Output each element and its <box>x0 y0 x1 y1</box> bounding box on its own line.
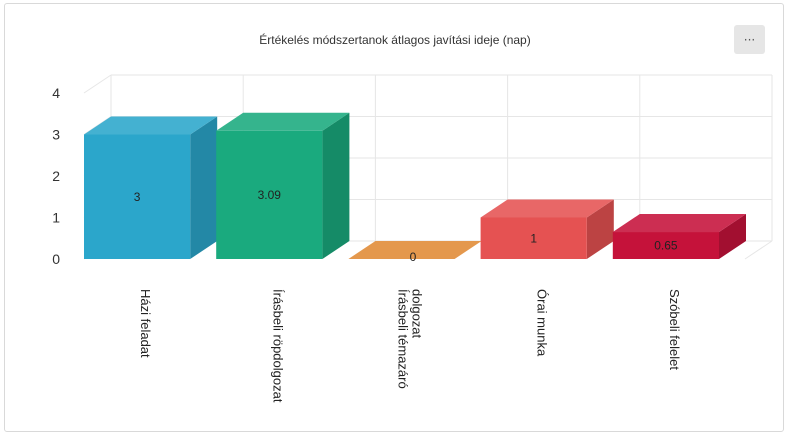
grid-diagonal <box>744 240 773 260</box>
data-label: 3.09 <box>258 188 282 202</box>
category-label: Házi feladat <box>138 289 153 358</box>
bar-top <box>84 116 218 135</box>
category-label-line: Házi feladat <box>138 289 153 358</box>
category-label: Írásbeli röpdolgozat <box>270 289 285 403</box>
grid-diagonal <box>83 74 112 94</box>
bar <box>84 116 218 259</box>
bar-top <box>216 112 350 131</box>
category-label-line: Írásbeli röpdolgozat <box>270 289 285 403</box>
bar-side <box>586 199 614 259</box>
category-label-line: Órai munka <box>535 289 550 357</box>
bar-front <box>84 134 191 259</box>
category-label: Szóbeli felelet <box>667 289 682 370</box>
y-tick-label: 2 <box>52 168 60 184</box>
bar <box>480 199 614 259</box>
y-tick-label: 4 <box>52 85 60 101</box>
bar-top <box>480 199 614 218</box>
chart-title: Értékelés módszertanok átlagos javítási … <box>259 33 531 47</box>
category-label: Írásbeli témazáródolgozat <box>396 289 425 389</box>
category-label-line: dolgozat <box>410 289 425 339</box>
bar-top <box>348 241 482 259</box>
bar <box>348 241 482 259</box>
category-label-line: Szóbeli felelet <box>667 289 682 370</box>
data-label: 0.65 <box>654 239 678 253</box>
x-axis-categories: Házi feladat Írásbeli röpdolgozat Írásbeli… <box>138 289 682 403</box>
bar-side <box>322 112 350 259</box>
data-labels: 3 3.09 0 1 0.65 <box>134 188 678 264</box>
data-label: 3 <box>134 190 141 204</box>
y-axis-ticks: 0 1 2 3 4 <box>52 85 60 267</box>
chart-bars <box>84 112 746 259</box>
y-tick-label: 3 <box>52 127 60 143</box>
bar-front <box>480 217 587 259</box>
bar <box>612 214 746 259</box>
y-tick-label: 0 <box>52 251 60 267</box>
bar <box>216 112 350 259</box>
data-label: 1 <box>530 231 537 245</box>
bar-top <box>612 214 746 233</box>
y-tick-label: 1 <box>52 210 60 226</box>
data-label: 0 <box>410 250 417 264</box>
category-label: Órai munka <box>535 289 550 357</box>
bar-side <box>190 116 218 259</box>
bar-side <box>719 214 746 259</box>
chart-menu-button[interactable]: ··· <box>734 25 765 54</box>
category-label-line: Írásbeli témazáró <box>396 289 411 389</box>
bar-front <box>612 232 719 259</box>
bar-front <box>216 130 323 259</box>
